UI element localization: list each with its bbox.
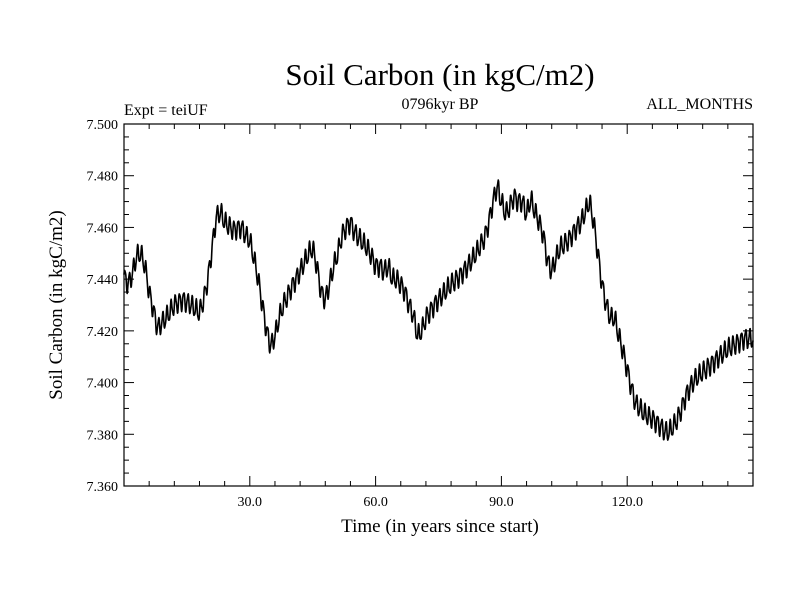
experiment-label: Expt = teiUF bbox=[124, 102, 208, 119]
y-axis-title: Soil Carbon (in kgC/m2) bbox=[46, 210, 67, 399]
y-tick-label: 7.380 bbox=[87, 428, 119, 443]
months-label: ALL_MONTHS bbox=[646, 96, 753, 113]
y-tick-label: 7.400 bbox=[87, 377, 119, 392]
x-tick-label: 60.0 bbox=[363, 495, 388, 510]
y-tick-label: 7.460 bbox=[87, 221, 119, 236]
plot-area bbox=[123, 179, 754, 441]
x-axis-title: Time (in years since start) bbox=[341, 516, 539, 537]
plot-frame bbox=[123, 123, 754, 487]
y-tick-label: 7.500 bbox=[87, 118, 119, 133]
y-tick-label: 7.440 bbox=[87, 273, 119, 288]
x-tick-label: 120.0 bbox=[611, 495, 643, 510]
y-tick-label: 7.420 bbox=[87, 325, 119, 340]
x-tick-label: 90.0 bbox=[489, 495, 514, 510]
soil-carbon-series-line bbox=[123, 179, 754, 441]
x-tick-label: 30.0 bbox=[238, 495, 263, 510]
chart-title: Soil Carbon (in kgC/m2) bbox=[285, 57, 594, 92]
y-tick-label: 7.480 bbox=[87, 170, 119, 185]
axis-ticks bbox=[124, 124, 753, 486]
y-tick-label: 7.360 bbox=[87, 480, 119, 495]
tick-labels: 30.0 60.0 90.0 120.0 7.360 7.380 7.400 7.420 7.4… bbox=[87, 118, 643, 510]
period-label: 0796kyr BP bbox=[402, 96, 479, 113]
